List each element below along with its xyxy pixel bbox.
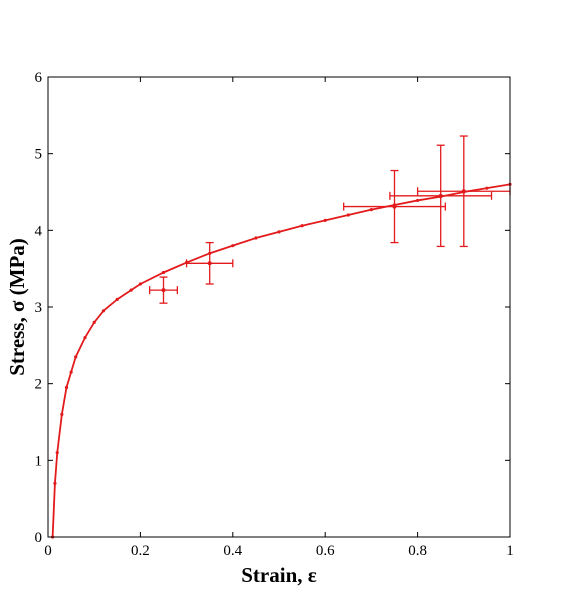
fit-curve-marker — [83, 336, 87, 340]
x-tick-label: 0.4 — [223, 543, 242, 559]
fit-curve-marker — [138, 282, 142, 286]
fit-curve-marker — [69, 370, 73, 374]
x-tick-label: 0 — [44, 543, 52, 559]
fit-curve-line — [51, 183, 511, 538]
fit-curve-marker — [416, 198, 420, 203]
plot-area — [51, 135, 512, 539]
fit-curve-marker — [92, 320, 96, 324]
y-tick-label: 6 — [35, 70, 43, 86]
x-tick-label: 1 — [506, 543, 514, 559]
y-tick-label: 1 — [35, 453, 43, 469]
data-point-group — [148, 276, 179, 304]
fit-curve-marker — [74, 355, 78, 359]
fit-curve-marker — [129, 288, 133, 292]
fit-curve-marker — [115, 297, 119, 301]
x-axis-label: Strain, ε — [241, 563, 317, 587]
data-point-group — [343, 169, 446, 244]
data-point — [461, 189, 466, 194]
fit-curve-marker — [346, 213, 350, 217]
fit-curve-marker — [53, 481, 57, 485]
fit-curve-marker — [277, 230, 281, 234]
fit-curve-marker — [323, 218, 327, 222]
y-tick-label: 0 — [35, 530, 43, 546]
data-point-group — [185, 241, 234, 285]
fit-curve-marker — [101, 309, 106, 313]
fit-curve-marker — [485, 186, 489, 190]
data-point — [161, 288, 166, 293]
fit-curve-marker — [64, 385, 69, 390]
data-point — [438, 193, 443, 198]
data-point-group — [389, 144, 493, 248]
fit-curve-marker — [55, 451, 59, 455]
x-tick-label: 0.2 — [131, 543, 150, 559]
x-tick-label: 0.8 — [408, 543, 427, 559]
data-point-group — [416, 135, 511, 248]
axis-ticks: 0 0.2 0.4 0.6 0.8 1 0 1 2 3 4 5 6 — [35, 70, 514, 559]
fit-curve-marker — [300, 224, 304, 228]
data-point — [207, 261, 212, 266]
fit-curve-marker — [231, 244, 235, 248]
y-tick-label: 2 — [35, 377, 43, 393]
x-tick-label: 0.6 — [316, 543, 335, 559]
y-tick-label: 5 — [35, 147, 43, 163]
fit-curve-marker — [60, 412, 64, 416]
fit-curve-marker — [369, 208, 373, 212]
y-tick-label: 3 — [35, 300, 43, 316]
data-point — [392, 204, 397, 209]
fit-curve-marker — [161, 270, 166, 275]
fit-curve-marker — [254, 236, 258, 240]
y-axis-label: Stress, σ (MPa) — [5, 238, 29, 376]
y-tick-label: 4 — [35, 223, 43, 239]
